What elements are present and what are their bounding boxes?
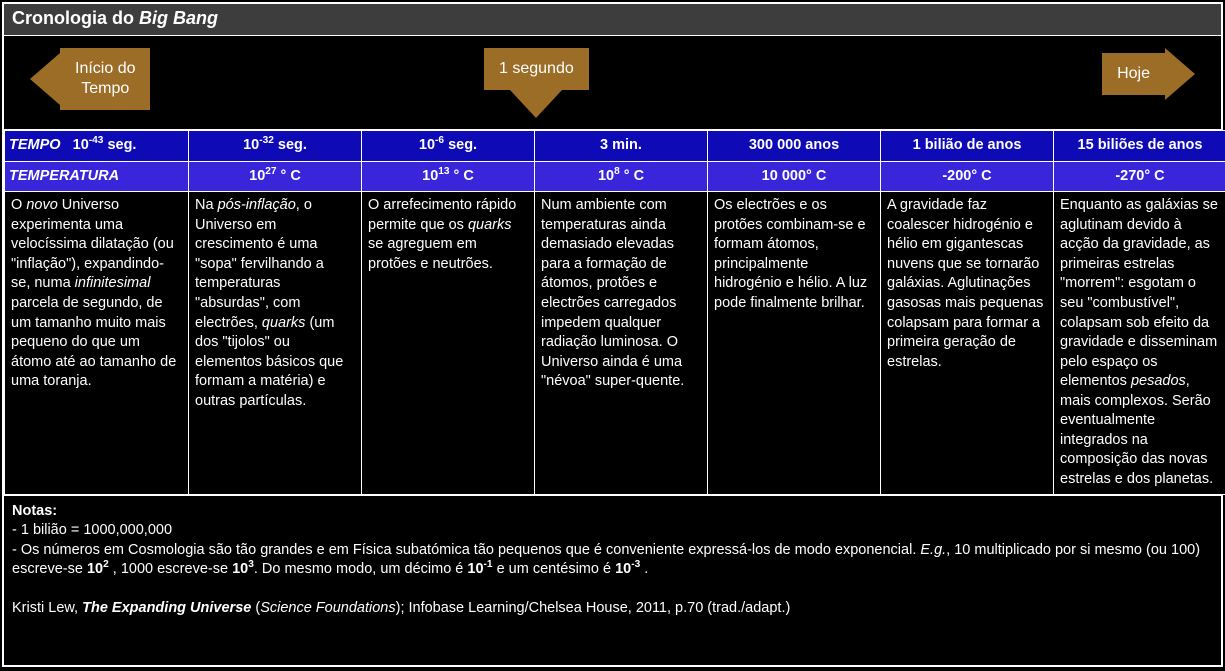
desc-cell-1: Na pós-inflação, o Universo em crescimen… [189,192,362,494]
marker-start-line2: Tempo [75,79,135,99]
time-cell: 300 000 anos [708,131,881,162]
marker-start-label: Início do Tempo [60,48,150,110]
time-first-exp: -43 [89,135,104,146]
time-cell: 15 biliões de anos [1054,131,1225,162]
temp-cell: 1027 ° C [189,161,362,192]
arrow-right-icon [1165,48,1195,100]
time-label: TEMPO [9,137,61,153]
desc-cell-5: A gravidade faz coalescer hidrogénio e h… [881,192,1054,494]
temperature-row: TEMPERATURA 1027 ° C 1013 ° C 108 ° C 10… [5,161,1225,192]
marker-one-second: 1 segundo [484,48,589,118]
time-cell: 10-6 seg. [362,131,535,162]
notes-line1: - 1 bilião = 1000,000,000 [12,522,172,538]
desc-cell-4: Os electrões e os protões combinam-se e … [708,192,881,494]
timeline-markers: Início do Tempo 1 segundo Hoje [4,36,1221,130]
time-row: TEMPO 10-43 seg. 10-32 seg. 10-6 seg. 3 … [5,131,1225,162]
marker-start-line1: Início do [75,59,135,79]
time-first-suffix: seg. [103,137,136,153]
temp-cell: 1013 ° C [362,161,535,192]
time-cell: 10-32 seg. [189,131,362,162]
desc-cell-6: Enquanto as galáxias se aglutinam devido… [1054,192,1225,494]
arrow-down-icon [510,90,562,118]
title-italic: Big Bang [139,8,218,28]
title-bar: Cronologia do Big Bang [4,4,1221,36]
desc-cell-2: O arrefecimento rápido permite que os qu… [362,192,535,494]
temperature-label: TEMPERATURA [9,168,119,184]
description-row: O novo Universo experimenta uma velocíss… [5,192,1225,494]
notes-section: Notas: - 1 bilião = 1000,000,000 - Os nú… [4,495,1221,627]
time-cell: 1 bilião de anos [881,131,1054,162]
time-cell: 3 min. [535,131,708,162]
temperature-label-cell: TEMPERATURA [5,161,189,192]
marker-right-label: Hoje [1102,53,1165,95]
marker-today: Hoje [1102,48,1195,100]
title-plain: Cronologia do [12,8,139,28]
chronology-frame: Cronologia do Big Bang Início do Tempo 1… [2,2,1223,667]
time-label-cell: TEMPO 10-43 seg. [5,131,189,162]
arrow-left-icon [30,53,60,105]
desc-cell-3: Num ambiente com temperaturas ainda dema… [535,192,708,494]
temp-cell: 108 ° C [535,161,708,192]
temp-cell: -270° C [1054,161,1225,192]
temp-cell: 10 000° C [708,161,881,192]
notes-heading: Notas: [12,503,57,519]
chronology-table: TEMPO 10-43 seg. 10-32 seg. 10-6 seg. 3 … [4,130,1225,495]
desc-cell-0: O novo Universo experimenta uma velocíss… [5,192,189,494]
marker-start: Início do Tempo [30,48,150,110]
temp-cell: -200° C [881,161,1054,192]
marker-center-label: 1 segundo [484,48,589,90]
